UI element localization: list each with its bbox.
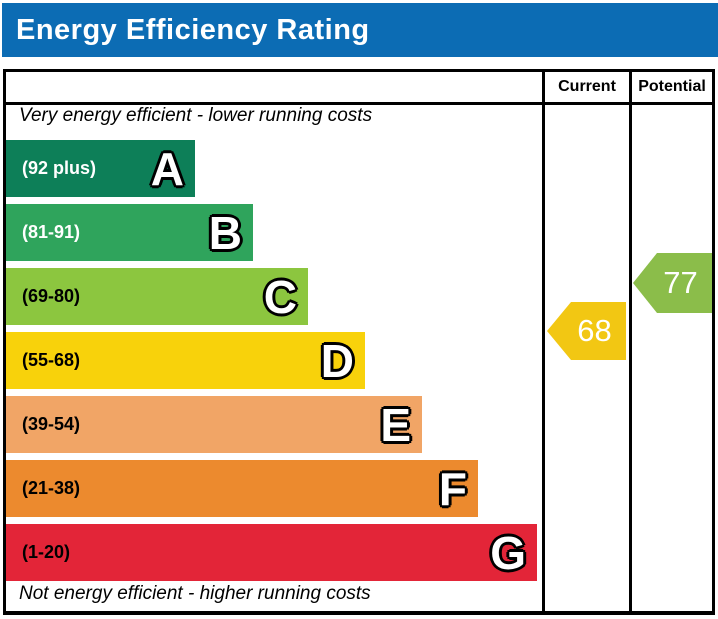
band-letter: F [438, 462, 467, 515]
band-range-label: (1-20) [22, 542, 71, 562]
band-range-label: (39-54) [22, 414, 81, 434]
band-range-label: (81-91) [22, 222, 81, 242]
page-title: Energy Efficiency Rating [16, 13, 370, 46]
current-rating-marker: 68 [547, 302, 626, 360]
potential-arrow-shape [633, 253, 712, 313]
column-header-current: Current [558, 78, 616, 95]
band-row-f: (21-38) F [6, 460, 478, 517]
table-header-row: Current Potential [6, 72, 712, 105]
band-row-a: (92 plus) A [6, 140, 195, 197]
rating-bands: (92 plus) A (81-91) B (69-80) C (55-68) … [6, 140, 537, 588]
left-arrow-icon [547, 302, 626, 360]
band-letter: B [208, 206, 242, 259]
column-header-potential: Potential [638, 78, 706, 95]
current-rating-value: 68 [577, 313, 612, 348]
bottom-note: Not energy efficient - higher running co… [19, 583, 371, 604]
column-divider-current [542, 72, 545, 611]
band-range-label: (55-68) [22, 350, 81, 370]
band-row-d: (55-68) D [6, 332, 365, 389]
band-letter: A [150, 142, 184, 195]
band-range-label: (92 plus) [22, 158, 97, 178]
band-row-c: (69-80) C [6, 268, 308, 325]
band-row-g: (1-20) G [6, 524, 537, 581]
column-divider-potential [629, 72, 632, 611]
band-letter: G [490, 526, 526, 579]
title-bar: Energy Efficiency Rating [2, 3, 718, 57]
band-row-b: (81-91) B [6, 204, 253, 261]
potential-rating-value: 77 [663, 265, 698, 300]
band-letter: E [380, 398, 411, 451]
band-range-label: (21-38) [22, 478, 81, 498]
rating-table: Current Potential Very energy efficient … [3, 69, 715, 615]
left-arrow-icon [633, 253, 712, 313]
band-letter: C [263, 270, 297, 323]
current-arrow-shape [547, 302, 626, 360]
potential-rating-marker: 77 [633, 253, 712, 313]
top-note: Very energy efficient - lower running co… [19, 105, 373, 126]
band-row-e: (39-54) E [6, 396, 422, 453]
band-range-label: (69-80) [22, 286, 81, 306]
band-letter: D [320, 334, 354, 387]
